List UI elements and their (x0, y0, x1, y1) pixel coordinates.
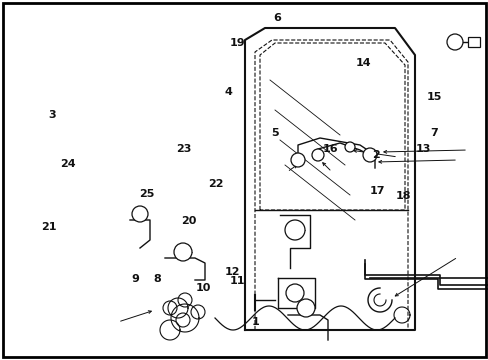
Circle shape (174, 243, 192, 261)
Text: 14: 14 (355, 58, 371, 68)
Text: 13: 13 (415, 144, 430, 154)
Circle shape (132, 206, 148, 222)
Text: 22: 22 (207, 179, 223, 189)
Circle shape (311, 149, 324, 161)
Text: 7: 7 (429, 128, 437, 138)
Text: 24: 24 (60, 159, 76, 169)
Text: 10: 10 (195, 283, 210, 293)
Circle shape (178, 293, 192, 307)
Text: 25: 25 (139, 189, 154, 199)
Circle shape (163, 301, 177, 315)
Circle shape (345, 142, 354, 152)
Text: 17: 17 (368, 186, 384, 196)
Circle shape (446, 34, 462, 50)
Text: 6: 6 (272, 13, 280, 23)
Text: 3: 3 (48, 110, 56, 120)
Text: 19: 19 (229, 38, 245, 48)
Text: 2: 2 (371, 150, 379, 160)
Text: 9: 9 (131, 274, 139, 284)
Circle shape (176, 313, 190, 327)
Circle shape (285, 220, 305, 240)
Text: 1: 1 (251, 317, 259, 327)
Circle shape (362, 148, 376, 162)
Text: 5: 5 (271, 128, 279, 138)
Bar (467, 37, 479, 47)
Text: 12: 12 (224, 267, 240, 277)
Circle shape (285, 284, 304, 302)
Text: 16: 16 (322, 144, 338, 154)
Text: 4: 4 (224, 87, 232, 97)
Text: 18: 18 (395, 191, 411, 201)
Text: 21: 21 (41, 222, 56, 232)
Text: 15: 15 (426, 92, 441, 102)
Circle shape (191, 305, 204, 319)
Text: 20: 20 (181, 216, 196, 226)
Circle shape (296, 299, 314, 317)
Text: 23: 23 (176, 144, 191, 154)
Text: 8: 8 (153, 274, 161, 284)
Text: 11: 11 (229, 276, 245, 286)
Circle shape (290, 153, 305, 167)
